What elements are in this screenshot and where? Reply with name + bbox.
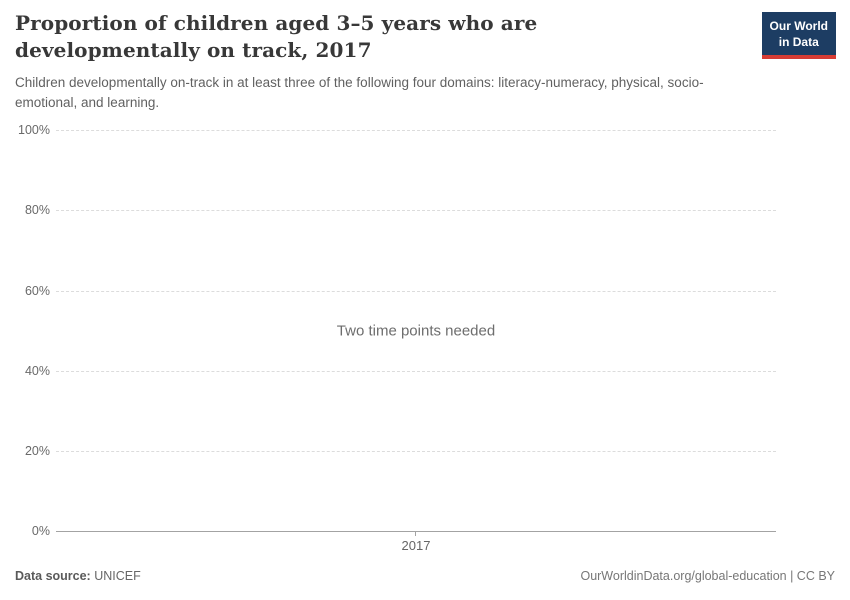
owid-logo-line1: Our World xyxy=(769,19,828,33)
owid-logo-line2: in Data xyxy=(778,34,819,49)
x-axis-line xyxy=(56,531,776,532)
ytick-label-60: 60% xyxy=(24,284,50,298)
xtick-mark-2017 xyxy=(415,532,416,536)
gridline-40 xyxy=(56,371,776,372)
ytick-label-20: 20% xyxy=(24,444,50,458)
gridline-20 xyxy=(56,451,776,452)
chart-subtitle: Children developmentally on-track in at … xyxy=(15,75,704,110)
data-source-note: Data source: UNICEF xyxy=(15,569,141,583)
ytick-label-40: 40% xyxy=(24,364,50,378)
data-source-label: Data source: xyxy=(15,569,91,583)
ytick-label-0: 0% xyxy=(31,524,50,538)
chart-title: Proportion of children aged 3–5 years wh… xyxy=(15,11,538,62)
owid-logo[interactable]: Our World in Data xyxy=(761,12,836,60)
gridline-100 xyxy=(56,130,776,131)
gridline-60 xyxy=(56,291,776,292)
attribution-link[interactable]: OurWorldinData.org/global-education | CC… xyxy=(580,569,835,583)
empty-state-message: Two time points needed xyxy=(336,322,496,340)
ytick-label-100: 100% xyxy=(18,123,50,137)
xtick-label-2017: 2017 xyxy=(401,538,431,553)
gridline-80 xyxy=(56,210,776,211)
data-source-value: UNICEF xyxy=(90,569,141,583)
ytick-label-80: 80% xyxy=(24,203,50,217)
